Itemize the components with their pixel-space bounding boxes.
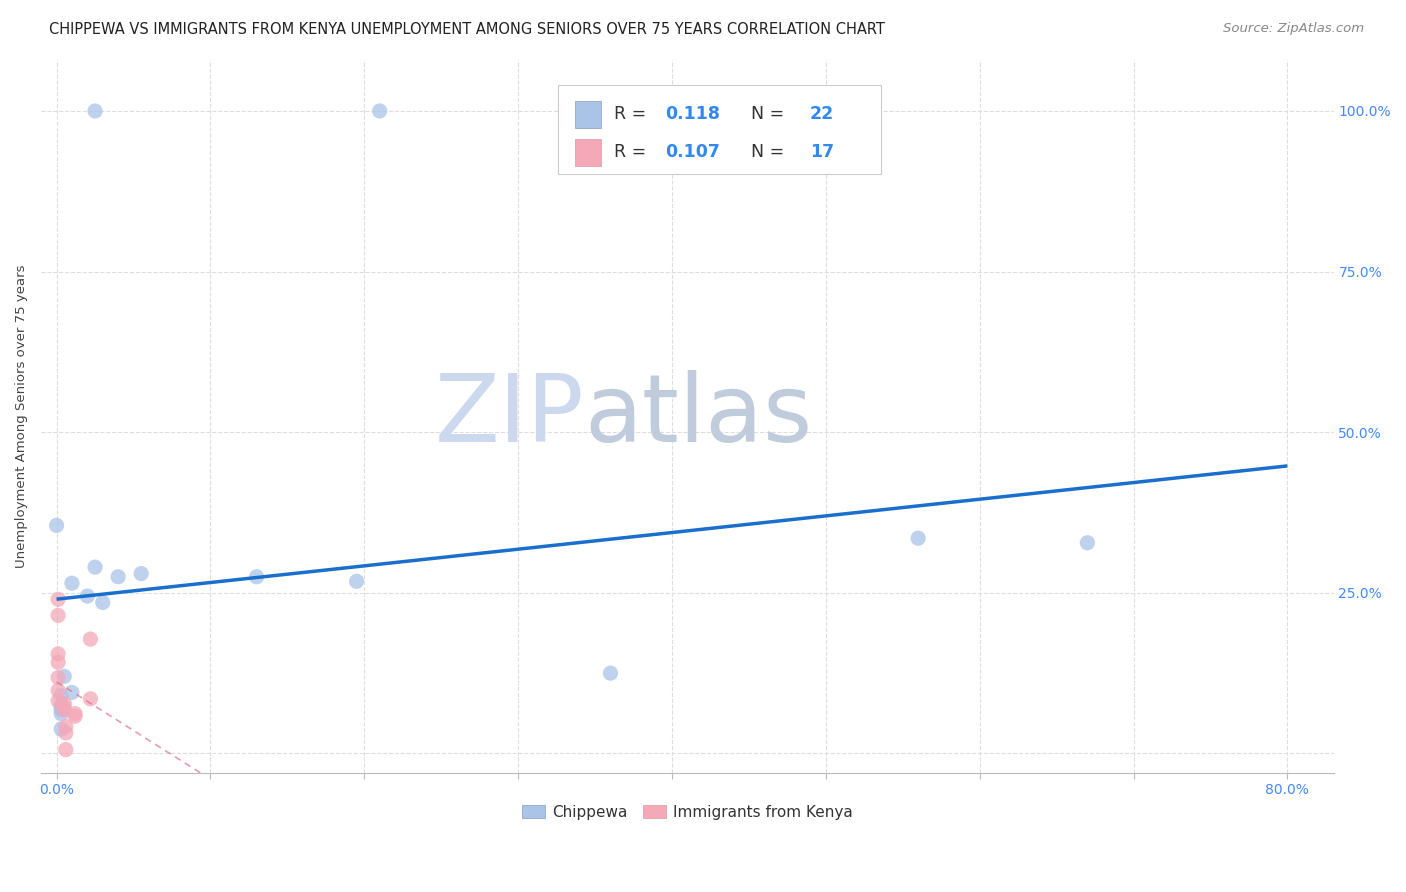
Point: [46, 647, 69, 661]
FancyBboxPatch shape: [558, 85, 882, 174]
Point: [46, 694, 69, 708]
Point: [907, 531, 929, 545]
Text: 17: 17: [810, 143, 834, 161]
FancyBboxPatch shape: [575, 138, 600, 166]
Point: [1076, 535, 1098, 549]
Point: [46, 592, 69, 607]
Point: [245, 570, 267, 584]
Text: N =: N =: [741, 105, 790, 123]
Point: [46, 655, 69, 669]
Point: [51, 689, 73, 703]
Point: [53, 697, 76, 711]
Point: [79, 691, 101, 706]
Point: [46, 608, 69, 623]
Point: [76, 589, 98, 603]
Point: [84, 103, 107, 118]
Y-axis label: Unemployment Among Seniors over 75 years: Unemployment Among Seniors over 75 years: [15, 264, 28, 568]
Point: [107, 570, 129, 584]
Legend: Chippewa, Immigrants from Kenya: Chippewa, Immigrants from Kenya: [516, 798, 859, 826]
Text: Source: ZipAtlas.com: Source: ZipAtlas.com: [1223, 22, 1364, 36]
Text: atlas: atlas: [583, 370, 813, 462]
Point: [79, 632, 101, 646]
Point: [51, 703, 73, 717]
Point: [51, 700, 73, 714]
Point: [63, 706, 86, 721]
Text: ZIP: ZIP: [434, 370, 583, 462]
Point: [368, 103, 391, 118]
Point: [51, 698, 73, 713]
Point: [53, 669, 76, 683]
Point: [55, 719, 77, 733]
Point: [599, 666, 621, 681]
Point: [84, 560, 107, 574]
Point: [91, 595, 114, 609]
Point: [129, 566, 152, 581]
FancyBboxPatch shape: [575, 101, 600, 128]
Text: R =: R =: [613, 143, 651, 161]
Text: CHIPPEWA VS IMMIGRANTS FROM KENYA UNEMPLOYMENT AMONG SENIORS OVER 75 YEARS CORRE: CHIPPEWA VS IMMIGRANTS FROM KENYA UNEMPL…: [49, 22, 886, 37]
Point: [45, 518, 67, 533]
Point: [346, 574, 368, 589]
Point: [63, 709, 86, 723]
Point: [53, 700, 76, 714]
Text: 22: 22: [810, 105, 834, 123]
Text: N =: N =: [741, 143, 790, 161]
Point: [55, 726, 77, 740]
Text: R =: R =: [613, 105, 651, 123]
Point: [55, 742, 77, 756]
Point: [60, 576, 83, 591]
Point: [60, 685, 83, 699]
Point: [51, 722, 73, 736]
Text: 0.107: 0.107: [665, 143, 720, 161]
Point: [51, 706, 73, 721]
Point: [53, 703, 76, 717]
Text: 0.118: 0.118: [665, 105, 720, 123]
Point: [46, 683, 69, 698]
Point: [46, 671, 69, 685]
